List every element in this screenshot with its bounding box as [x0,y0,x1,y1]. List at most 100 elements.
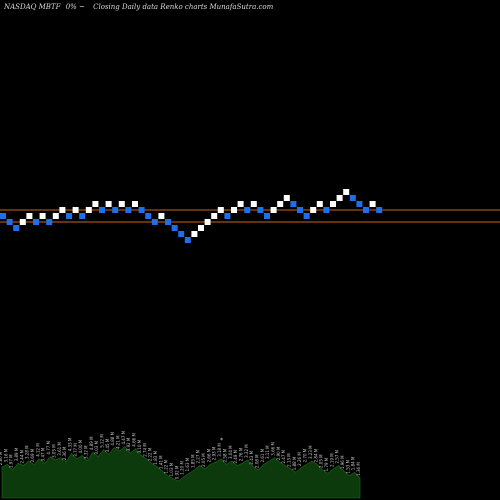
volume-label: 3.77 M [73,443,78,457]
volume-label: 2.74 M [142,443,147,457]
renko-brick-up [310,207,317,213]
renko-brick-down [99,207,105,213]
volume-label: 2.57 M [335,449,340,463]
volume-label: 2.58 M [222,448,227,462]
renko-brick-down [184,237,191,243]
renko-brick-down [33,219,39,225]
renko-brick-up [105,201,112,207]
renko-brick-down [46,219,53,225]
renko-brick-down [79,213,86,219]
volume-label: 2.08 M [255,454,260,468]
volume-label: 4.12 M [35,443,40,457]
volume-label: 3.03 M [94,440,99,454]
volume-label: 1.53 M [345,459,350,473]
renko-brick-up [19,219,26,225]
renko-brick-down [224,213,231,219]
volume-label: 2.70 M [303,448,308,462]
renko-brick-up [237,201,244,207]
renko-brick-up [316,201,323,207]
volume-label: 3.16 M [3,448,8,462]
volume-label: 3.45 M [105,438,110,452]
renko-brick-up [72,207,79,213]
renko-brick-down [264,213,270,219]
volume-label: 2.84 M [313,448,318,462]
volume-label: 3.05 M [51,444,56,458]
renko-brick-up [343,189,350,195]
header-move: 0% [66,3,77,11]
volume-series [1,446,361,499]
volume-label: 3.92 M [126,437,131,451]
renko-brick-up [118,201,125,207]
volume-label: 2.26 M [297,452,302,466]
volume-label: 5.12 M [100,434,105,448]
renko-brick-down [6,219,13,225]
volume-label: 2.27 M [196,449,201,463]
volume-label: 1.85 M [190,454,195,468]
volume-label: 2.47 M [281,449,286,463]
volume-area [1,446,361,499]
renko-brick-up [270,207,277,213]
renko-brick-up [26,213,33,219]
renko-brick-up [283,195,290,201]
volume-label: 2.66 M [206,448,211,462]
renko-brick-down [125,207,132,213]
volume-label: 2.61 M [260,448,265,462]
volume-label: 3.18 M [217,443,222,457]
renko-brick-down [171,225,178,231]
header-description: Closing Daily data Renko charts MunafaSu… [93,3,273,11]
renko-brick-up [158,213,165,219]
renko-brick-down [363,207,369,213]
volume-label: 4.47 M [121,430,126,444]
volume-label: 3.89 M [14,447,19,461]
volume-label: 3.28 M [25,445,30,459]
header-arrow: ~ [79,3,85,11]
renko-brick-up [198,225,204,231]
volume-label: 1.20 M [180,461,185,475]
renko-brick-up [191,231,198,237]
volume-label: 2.05 M [319,454,324,468]
volume-label: 1.96 M [340,455,345,469]
renko-brick-up [132,201,138,207]
volume-label: 2.69 M [30,448,35,462]
renko-brick-up [92,201,99,207]
volume-label: 4.77 M [46,440,51,454]
renko-brick-down [303,213,310,219]
volume-label: 1.36 M [356,462,361,476]
volume-label: 2.49 M [233,449,238,463]
renko-brick-down [376,207,383,213]
renko-brick-down [13,225,20,231]
volume-label: 4.66 M [132,433,137,447]
renko-brick-down [145,213,152,219]
volume-label: 3.23 M [308,445,313,459]
volume-label: 4.21 M [116,435,121,449]
volume-label: 3.11 M [265,445,270,459]
renko-brick-up [277,201,284,207]
volume-label: 2.90 M [276,446,281,460]
renko-brick-down [0,213,6,219]
volume-label: 2.80 M [0,451,3,465]
volume-label: 2.76 M [238,447,243,461]
volume-label: 1.97 M [9,454,14,468]
volume-label: 4.89 M [89,436,94,450]
volume-label: 1.79 M [324,457,329,471]
renko-brick-down [356,201,363,207]
volume-label: 4.33 M [68,437,73,451]
renko-brick-down [244,207,251,213]
renko-brick-down [297,207,303,213]
renko-brick-up [85,207,92,213]
renko-brick-down [66,213,72,219]
renko-brick-down [290,201,297,207]
renko-brick-up [369,201,376,207]
volume-label: 1.03 M [169,462,174,476]
volume-label: 1.41 M [158,455,163,469]
volume-label: 2.19 M [329,453,334,467]
volume-label: 3.32 M [84,445,89,459]
renko-brick-up [59,207,66,213]
volume-label: 3.47 M [41,447,46,461]
volume-label: 3.32 M [244,444,249,458]
volume-label: 3.04 M [228,445,233,459]
volume-label: 2.93 M [212,446,217,460]
volume-label: 1.83 M [153,450,158,464]
